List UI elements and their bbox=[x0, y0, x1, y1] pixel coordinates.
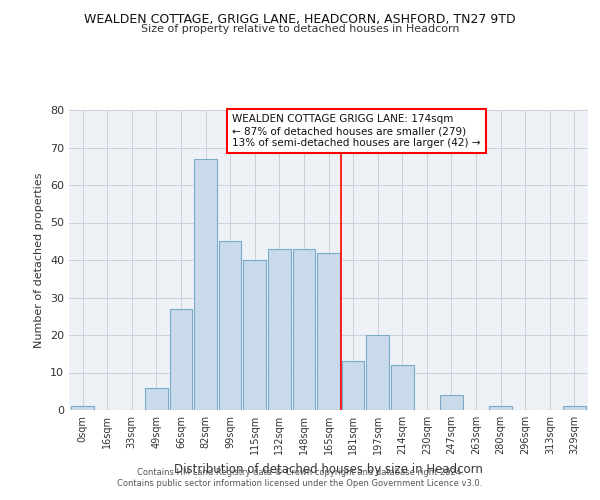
Y-axis label: Number of detached properties: Number of detached properties bbox=[34, 172, 44, 348]
Text: WEALDEN COTTAGE, GRIGG LANE, HEADCORN, ASHFORD, TN27 9TD: WEALDEN COTTAGE, GRIGG LANE, HEADCORN, A… bbox=[84, 12, 516, 26]
X-axis label: Distribution of detached houses by size in Headcorn: Distribution of detached houses by size … bbox=[174, 462, 483, 475]
Bar bbox=[194, 159, 217, 410]
Text: Contains HM Land Registry data © Crown copyright and database right 2024.
Contai: Contains HM Land Registry data © Crown c… bbox=[118, 468, 482, 487]
Bar bbox=[244, 260, 266, 410]
Bar bbox=[367, 335, 389, 410]
Bar bbox=[342, 361, 364, 410]
Bar bbox=[219, 242, 241, 410]
Bar bbox=[391, 365, 413, 410]
Bar bbox=[71, 406, 94, 410]
Bar bbox=[490, 406, 512, 410]
Bar bbox=[293, 248, 315, 410]
Bar bbox=[440, 395, 463, 410]
Text: WEALDEN COTTAGE GRIGG LANE: 174sqm
← 87% of detached houses are smaller (279)
13: WEALDEN COTTAGE GRIGG LANE: 174sqm ← 87%… bbox=[232, 114, 481, 148]
Bar bbox=[563, 406, 586, 410]
Bar bbox=[170, 308, 192, 410]
Bar bbox=[268, 248, 290, 410]
Bar bbox=[145, 388, 167, 410]
Text: Size of property relative to detached houses in Headcorn: Size of property relative to detached ho… bbox=[141, 24, 459, 34]
Bar bbox=[317, 252, 340, 410]
